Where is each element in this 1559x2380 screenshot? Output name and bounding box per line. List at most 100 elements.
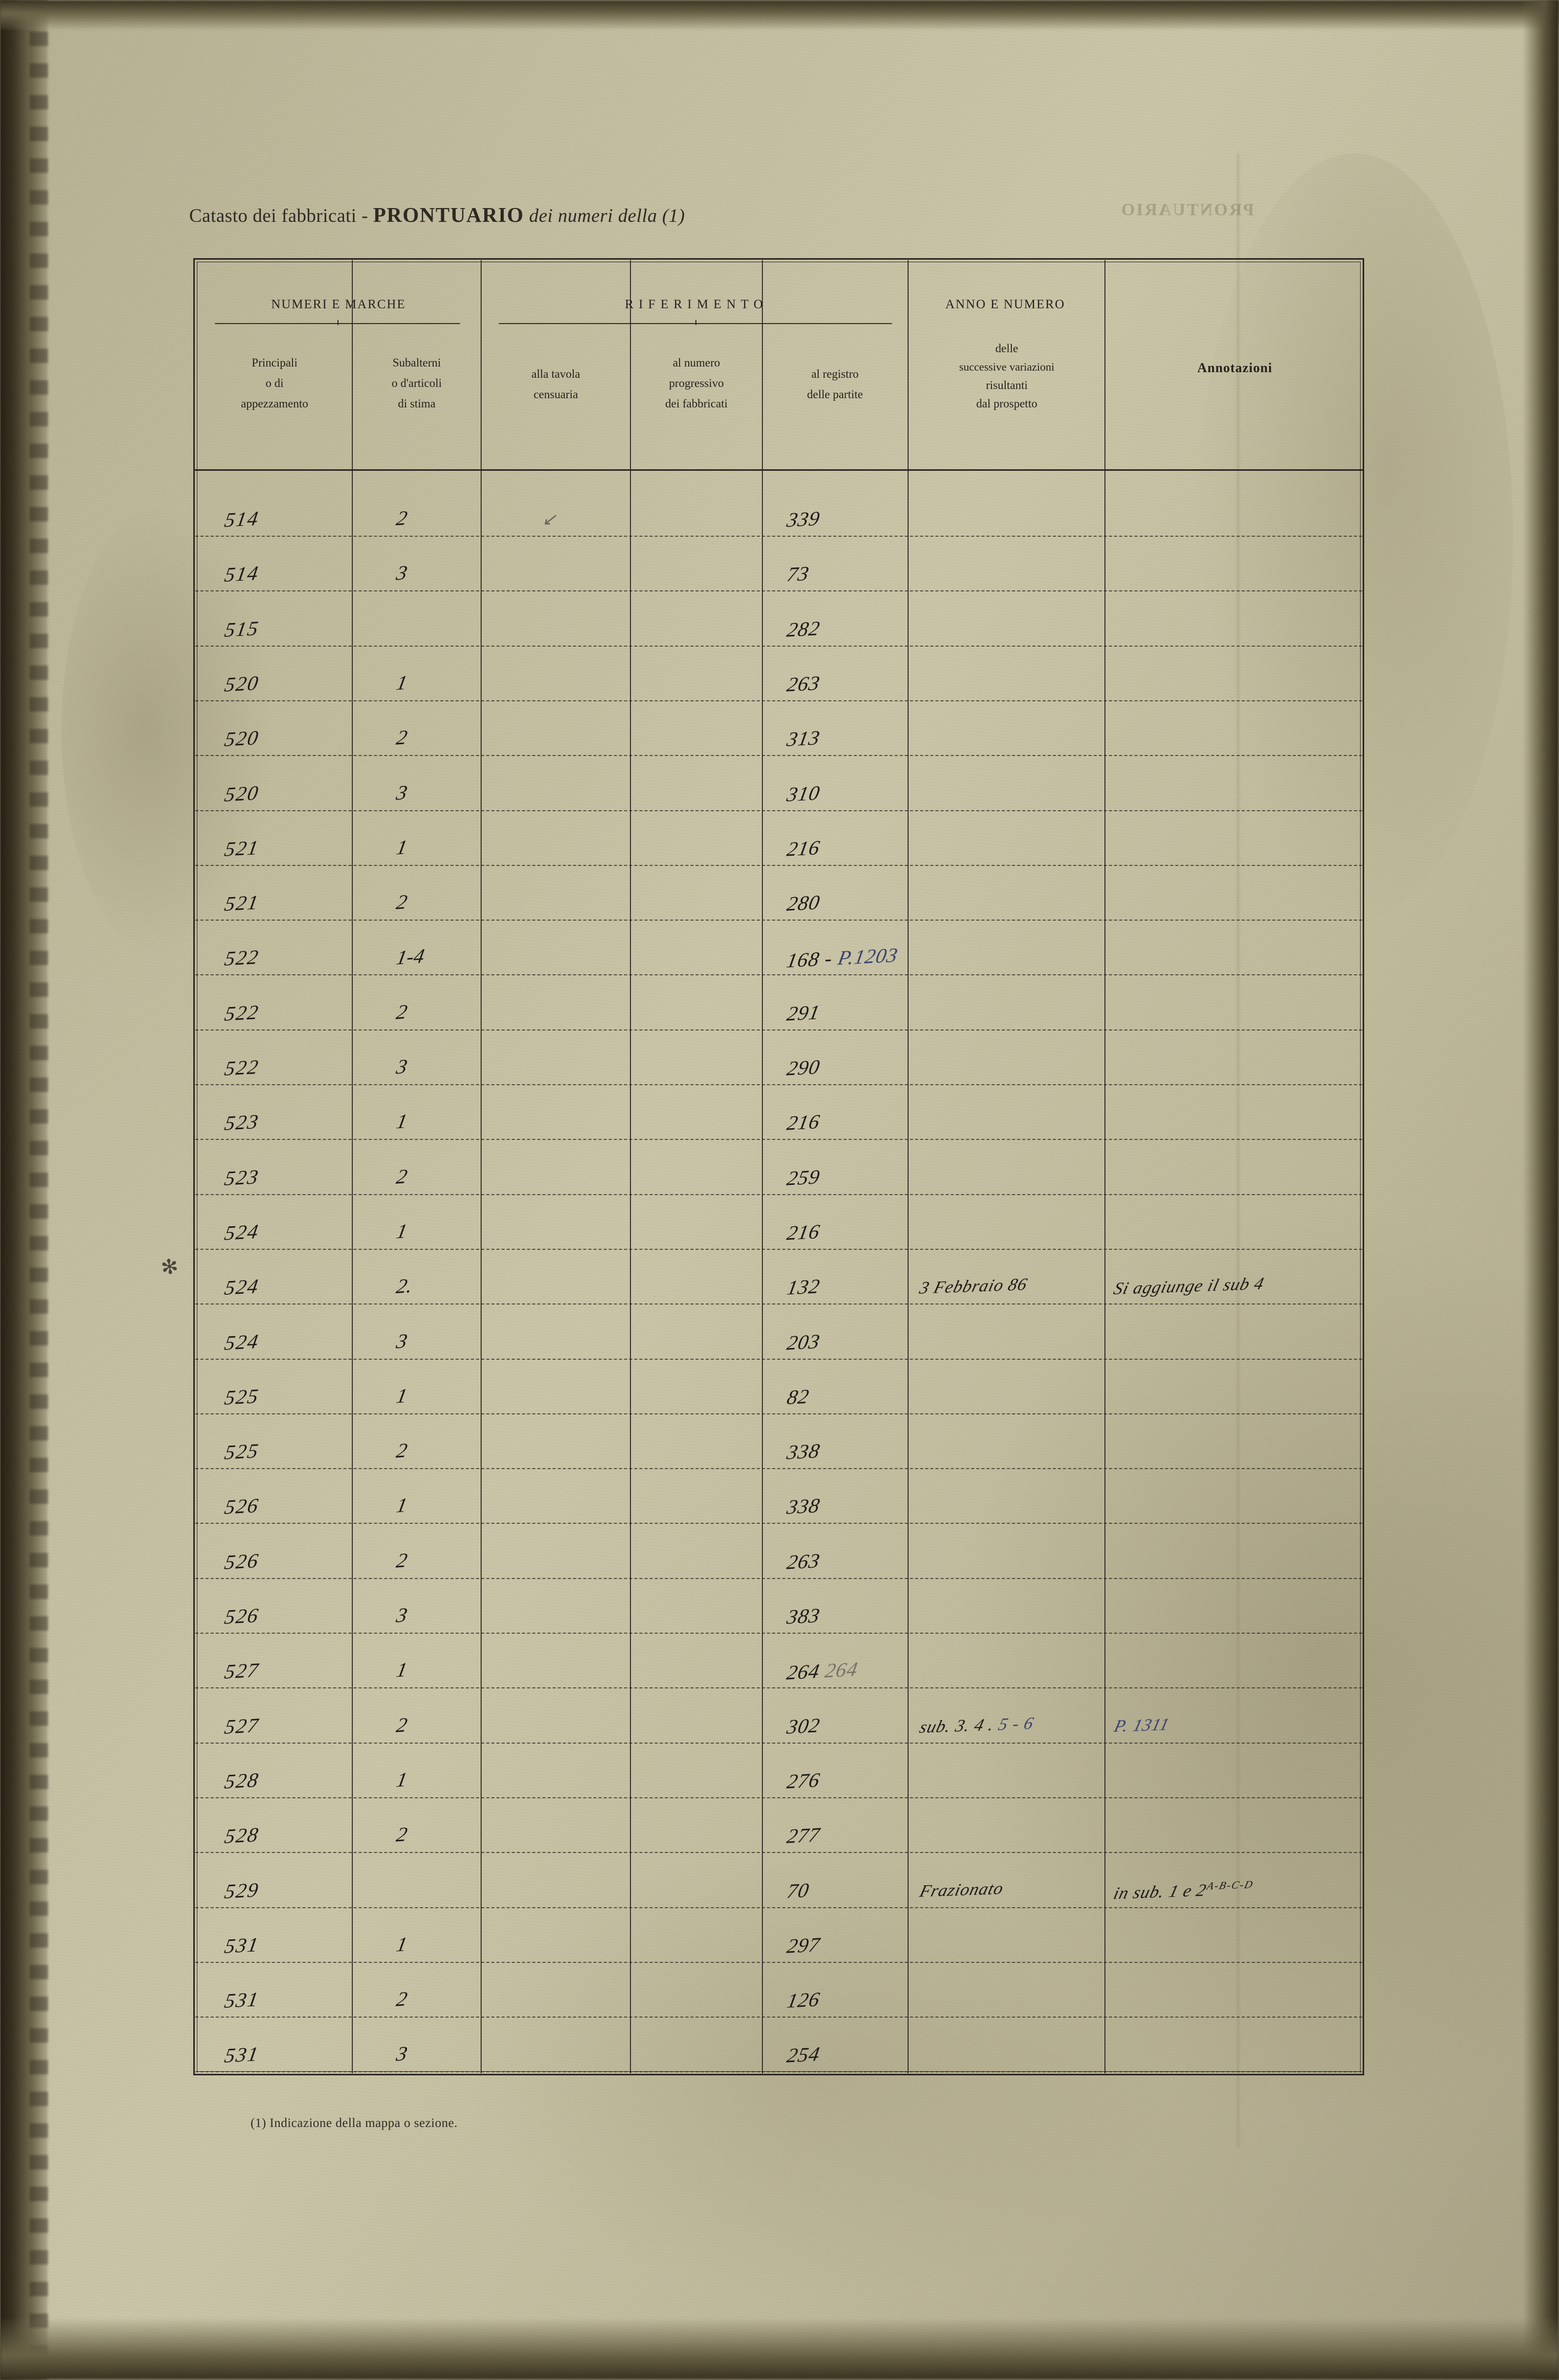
row-rule [195,1413,1362,1414]
cell-registro-partite: 282 [785,616,822,642]
row-rule [195,864,1362,866]
cell-registro-partite: 338 [785,1494,822,1519]
pencil-tick-mark: ↙ [542,510,557,529]
row-rule [195,1523,1362,1524]
row-rule [195,1468,1362,1470]
title-prefix: Catasto dei fabbricati - [189,205,373,226]
column-header-numero-progressivo: al numero progressivo dei fabbricati [665,356,728,410]
cell-registro-partite: 263 [785,671,822,696]
cell-registro-partite: 216 [785,836,822,861]
table-inner-border [197,262,1361,2072]
page-title: Catasto dei fabbricati - PRONTUARIO dei … [189,202,685,227]
row-rule [195,1961,1362,1963]
cell-principali: 529 [223,1878,261,1903]
title-suffix: dei numeri della (1) [524,205,685,226]
cell-principali: 521 [223,836,261,861]
column-rule [908,260,909,2073]
row-rule [195,1084,1362,1085]
group-header-riferimento: R I F E R I M E N T O [625,298,764,311]
column-header-principali: Principali o di appezzamento [241,356,308,410]
cell-registro-partite: 276 [785,1768,822,1793]
cell-principali: 531 [223,1933,261,1958]
row-rule [195,1797,1362,1798]
row-rule [195,1742,1362,1744]
row-rule [195,1852,1362,1853]
cell-registro-partite: 82 [785,1384,811,1409]
cell-annotazioni: P. 1311 [1112,1714,1172,1736]
cell-anno-variazioni: 3 Febbraio 86 [917,1275,1030,1298]
cell-registro-partite: 310 [785,781,822,806]
cell-principali: 514 [223,507,261,532]
cell-principali: 527 [223,1658,261,1683]
cell-principali: 526 [223,1548,261,1574]
page-edge-bottom [0,2319,1559,2380]
page-edge-top [0,0,1559,30]
cell-registro-partite: 338 [785,1439,822,1464]
group-header-numeri-e-marche: NUMERI E MARCHE [271,298,406,311]
row-rule [195,700,1362,701]
header-bottom-rule [193,469,1364,471]
cell-principali: 524 [223,1329,261,1355]
column-rule [481,260,482,2073]
cell-principali: 521 [223,890,261,916]
cell-registro-partite: 259 [785,1164,822,1190]
row-rule [195,2017,1362,2018]
cell-principali: 531 [223,2042,261,2068]
cell-principali: 522 [223,1000,261,1025]
binding-edge-left [0,0,47,2380]
cell-principali: 528 [223,1768,261,1793]
row-rule [195,1633,1362,1634]
column-header-subalterni: Subalterni o d'articoli di stima [391,356,442,410]
cell-anno-variazioni: Frazionato [917,1879,1006,1901]
margin-asterisk-mark: ✻ [160,1254,180,1280]
row-rule [195,1139,1362,1140]
cell-registro-partite: 290 [785,1055,822,1080]
cell-registro-partite: 383 [785,1604,822,1629]
cell-principali: 520 [223,671,261,696]
row-rule [195,1029,1362,1031]
column-header-variazioni: delle successive variazioni risultanti d… [959,342,1055,410]
cell-registro-partite: 203 [785,1329,822,1355]
brace-numeri [215,320,460,335]
cell-registro-partite: 297 [785,1933,822,1958]
column-rule [630,260,631,2073]
page-edge-right [1523,0,1559,2380]
column-header-tavola-censuaria: alla tavola censuaria [531,368,580,401]
cell-registro-partite: 126 [785,1987,822,2012]
cell-registro-partite: 339 [785,507,822,532]
cell-registro-partite: 277 [785,1823,822,1848]
row-rule [195,974,1362,976]
cell-principali: 526 [223,1494,261,1519]
row-rule [195,1248,1362,1250]
cell-registro-partite: 263 [785,1549,822,1574]
column-rule [352,260,353,2073]
cell-subalterni: 1-4 [394,944,426,970]
row-rule [195,536,1362,537]
row-rule [195,1303,1362,1305]
cell-principali: 525 [223,1439,261,1464]
row-rule [195,645,1362,647]
cell-principali: 528 [223,1823,261,1848]
cell-principali: 526 [223,1604,261,1629]
cell-principali: 531 [223,1987,261,2012]
footnote: (1) Indicazione della mappa o sezione. [251,2116,458,2130]
title-main: PRONTUARIO [373,203,524,226]
column-header-annotazioni: Annotazioni [1197,360,1273,375]
cell-registro-partite: 291 [785,1000,822,1025]
binding-frays [30,0,48,2380]
cell-anno-variazioni: sub. 3. 4 . 5 - 6 [917,1713,1036,1737]
brace-riferimento [499,320,892,335]
group-header-anno-e-numero: ANNO E NUMERO [945,298,1066,311]
cell-principali: 527 [223,1713,261,1738]
cell-principali: 522 [223,945,261,971]
cell-registro-partite: 280 [785,890,822,916]
row-rule [195,810,1362,811]
row-rule [195,1687,1362,1689]
cell-principali: 524 [223,1220,261,1245]
cell-registro-partite: 264 264 [785,1657,860,1684]
prontuario-table [193,258,1364,2075]
cell-registro-partite: 302 [785,1713,822,1738]
cell-registro-partite: 313 [785,726,822,751]
row-rule [195,1577,1362,1579]
